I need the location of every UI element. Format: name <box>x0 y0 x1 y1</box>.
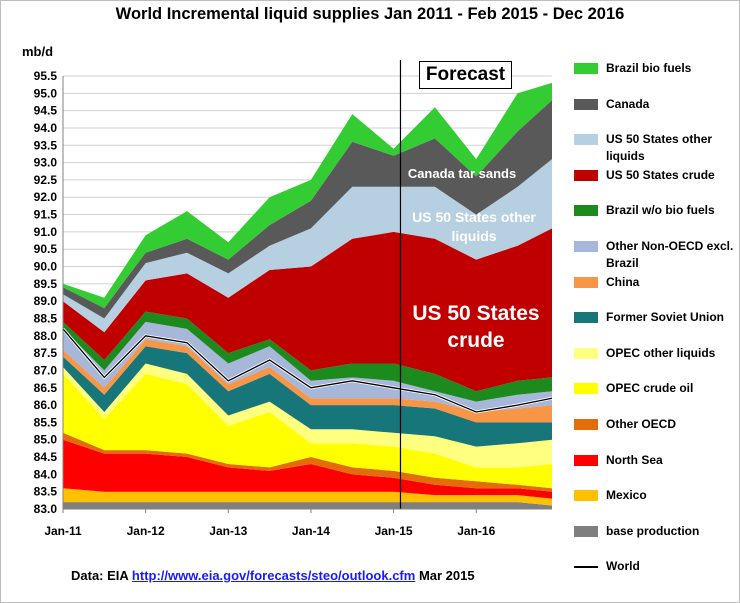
legend-swatch <box>574 419 598 430</box>
annotation-us-crude-line1: US 50 States <box>412 302 539 325</box>
area-canada <box>63 100 552 319</box>
legend-label: Brazil w/o bio fuels <box>606 203 715 218</box>
x-tick-label: Jan-11 <box>44 524 82 538</box>
legend-label: North Sea <box>606 452 663 467</box>
legend-swatch <box>574 98 598 110</box>
annotation-us-other-line2: liquids <box>451 228 496 244</box>
y-tick-label: 88.5 <box>34 311 58 325</box>
legend-swatch <box>574 383 598 395</box>
area-other-oecd <box>63 432 552 492</box>
y-axis-unit: mb/d <box>22 44 54 59</box>
legend-label: OPEC other liquids <box>606 345 716 360</box>
y-tick-label: 87.0 <box>34 363 58 377</box>
x-tick-label: Jan-14 <box>292 524 330 538</box>
y-tick-label: 94.5 <box>34 104 58 118</box>
legend-swatch <box>574 525 598 537</box>
legend-label: Other Non-OECD excl. Brazil <box>606 239 734 270</box>
y-tick-label: 91.0 <box>34 225 58 239</box>
y-tick-label: 89.5 <box>34 277 58 291</box>
legend-label: Other OECD <box>606 417 677 431</box>
legend-label: base production <box>606 523 700 538</box>
y-tick-label: 94.0 <box>34 121 58 135</box>
annotation-us-other-line1: US 50 States other <box>412 209 536 225</box>
legend-label: OPEC crude oil <box>606 381 694 396</box>
y-tick-label: 85.0 <box>34 433 58 447</box>
annotation-us-crude-line2: crude <box>447 329 504 352</box>
legend-label: Canada <box>606 96 650 111</box>
annotations: Canada tar sands US 50 States other liqu… <box>408 166 540 352</box>
legend-swatch <box>574 312 598 324</box>
legend-swatch <box>574 63 598 74</box>
legend-swatch <box>574 241 598 252</box>
source-prefix: Data: EIA <box>71 568 132 583</box>
legend-label: US 50 States other liquids <box>606 132 713 164</box>
area-brazil-w-o-bio-fuels <box>63 311 552 402</box>
y-tick-label: 86.0 <box>34 398 58 412</box>
legend-label: World <box>606 559 640 574</box>
world-line-layer <box>61 327 553 414</box>
legend-swatch <box>574 276 598 288</box>
y-tick-label: 95.5 <box>34 69 58 83</box>
legend-swatch <box>574 454 598 466</box>
y-tick-label: 87.5 <box>34 346 58 360</box>
source-link[interactable]: http://www.eia.gov/forecasts/steo/outloo… <box>131 568 416 583</box>
area-base-production <box>63 502 552 509</box>
area-brazil-bio-fuels <box>63 82 552 309</box>
legend-swatch <box>574 205 598 217</box>
area-other-non-oecd-excl-brazil <box>63 321 552 412</box>
y-tick-label: 93.5 <box>34 138 58 152</box>
y-tick-label: 83.0 <box>34 502 58 516</box>
y-tick-label: 95.0 <box>34 86 58 100</box>
x-tick-label: Jan-13 <box>209 524 247 538</box>
source-note: Data: EIA http://www.eia.gov/forecasts/s… <box>71 568 475 583</box>
area-north-sea <box>63 439 552 499</box>
axes: 83.0 83.5 84.0 84.5 85.0 85.5 86.0 86.5 87.0 87.5… <box>34 60 552 538</box>
x-tick-label: Jan-16 <box>457 524 495 538</box>
legend-swatch <box>574 169 598 181</box>
area-mexico <box>63 488 552 506</box>
legend-label: Brazil bio fuels <box>606 61 692 75</box>
legend-swatch <box>574 490 598 502</box>
legend-swatch <box>574 347 598 359</box>
y-tick-label: 88.0 <box>34 329 58 343</box>
source-suffix: Mar 2015 <box>415 568 475 583</box>
area-china <box>63 339 552 423</box>
legend-label: Former Soviet Union <box>606 310 725 325</box>
y-tick-label: 92.0 <box>34 190 58 204</box>
y-tick-label: 84.0 <box>34 467 58 481</box>
stacked-areas <box>63 82 552 509</box>
legend-swatch <box>574 566 598 569</box>
y-tick-label: 83.5 <box>34 485 58 499</box>
area-us-50-states-other-liquids <box>63 159 552 333</box>
y-tick-label: 89.0 <box>34 294 58 308</box>
world-line <box>62 328 553 413</box>
legend-label: Mexico <box>606 488 647 503</box>
area-former-soviet-union <box>63 346 552 447</box>
x-tick-label: Jan-12 <box>127 524 165 538</box>
forecast-label: Forecast <box>419 61 512 89</box>
annotation-canada-tar-sands: Canada tar sands <box>408 166 516 181</box>
y-tick-label: 90.0 <box>34 260 58 274</box>
legend-label: US 50 States crude <box>606 167 715 182</box>
y-tick-label: 84.5 <box>34 450 58 464</box>
y-tick-label: 93.0 <box>34 156 58 170</box>
legend-label: China <box>606 274 640 289</box>
y-tick-label: 85.5 <box>34 415 58 429</box>
legend-swatch <box>574 134 598 146</box>
area-us-50-states-crude <box>63 228 552 392</box>
y-tick-label: 90.5 <box>34 242 58 256</box>
y-tick-label: 91.5 <box>34 208 58 222</box>
area-opec-other-liquids <box>63 363 552 468</box>
area-opec-crude-oil <box>63 373 552 489</box>
x-tick-label: Jan-15 <box>375 524 413 538</box>
y-tick-label: 86.5 <box>34 381 58 395</box>
chart-title: World Incremental liquid supplies Jan 20… <box>115 5 625 23</box>
y-tick-label: 92.5 <box>34 173 58 187</box>
